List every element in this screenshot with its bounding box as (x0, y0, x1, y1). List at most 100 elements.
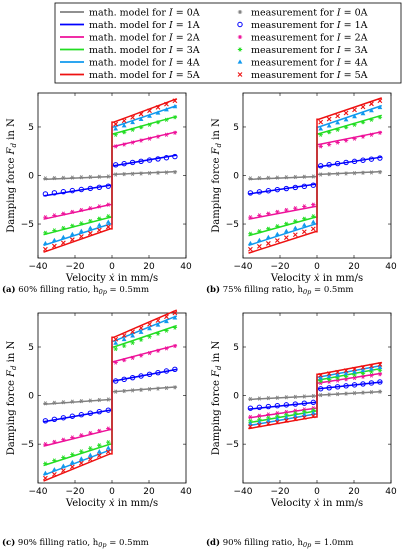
legend-var: I (336, 7, 341, 18)
legend-text: = 3A (173, 45, 200, 56)
legend-text: math. model for (89, 45, 169, 56)
measurement-point-I1 (360, 381, 366, 387)
legend-text: = 1A (173, 20, 200, 31)
measurement-point-I3 (284, 221, 289, 226)
measurement-point-I5 (352, 366, 357, 372)
measurement-point-I1 (301, 400, 308, 406)
chart-panel-d: −40 −20 0 20 40 −5 0 5 Velocity ẋ in mm/s Damping… (206, 312, 397, 549)
y-axis-label: Damping force Fd in N (6, 118, 18, 233)
chart-panels: −40 −20 0 20 40 −5 0 5 Velocity ẋ in mm/s Damping… (2, 92, 397, 549)
measurement-point-I2 (70, 209, 75, 214)
x-tick-label: 40 (385, 262, 397, 272)
chart-panel-b: −40 −20 0 20 40 −5 0 5 Velocity ẋ in mm/s Damping… (206, 92, 397, 296)
y-axis-label: Damping force Fd in N (211, 341, 223, 456)
measurement-point-I1 (283, 185, 290, 192)
measurement-point-I4 (248, 421, 253, 426)
measurement-point-I1 (96, 408, 103, 415)
measurement-point-I5 (105, 224, 111, 230)
measurement-point-I4 (130, 333, 136, 338)
measurement-point-I2 (88, 206, 93, 211)
axis-label-text: in N (6, 341, 17, 366)
model-line-I2 (43, 131, 177, 220)
measurement-point-I1 (377, 155, 383, 161)
measurement-point-I4 (274, 416, 280, 421)
measurement-point-I3 (43, 230, 48, 235)
measurement-point-I1 (334, 384, 341, 390)
measurement-point-I5 (283, 418, 289, 423)
measurement-point-I2 (97, 204, 102, 209)
measurement-point-I0 (266, 175, 271, 180)
measurement-point-I0 (130, 171, 135, 176)
measurement-point-I4 (377, 364, 383, 369)
measurement-point-I4 (69, 459, 75, 465)
measurement-point-I5 (292, 232, 298, 238)
x-tick-label: −20 (271, 487, 290, 497)
measurement-point-I4 (352, 369, 357, 374)
measurement-point-I2 (52, 213, 57, 218)
axis-label-text: Velocity (270, 498, 314, 509)
measurement-point-I3 (293, 219, 298, 224)
measurement-point-I5 (301, 229, 307, 235)
measurement-point-I3 (155, 331, 161, 336)
measurement-point-I0 (88, 174, 93, 180)
x-tick-label: 20 (143, 487, 155, 497)
axis-label-sub: d (10, 365, 18, 370)
measurement-point-I0 (147, 387, 152, 392)
model-line-I1 (43, 368, 177, 423)
measurement-point-I5 (87, 230, 93, 236)
model-line-I2 (248, 131, 382, 220)
legend-text: measurement for (251, 20, 337, 31)
measurement-point-I5 (318, 372, 324, 378)
measurement-point-I3 (293, 411, 298, 416)
measurement-point-I5 (172, 310, 178, 316)
measurement-point-I0 (43, 401, 48, 406)
measurement-point-I5 (248, 246, 253, 252)
measurement-point-I5 (352, 107, 357, 113)
measurement-point-I1 (360, 157, 366, 163)
y-tick-label: 5 (233, 343, 239, 353)
measurement-point-I2 (352, 136, 357, 141)
measurement-point-I3 (79, 449, 84, 454)
measurement-point-I3 (318, 378, 323, 384)
measurement-point-I2 (43, 442, 48, 447)
measurement-point-I3 (52, 458, 57, 463)
legend-measurement-label: measurement for I = 0A (251, 7, 368, 18)
measurement-point-I1 (60, 415, 67, 421)
measurement-point-I4 (310, 219, 316, 224)
measurement-point-I2 (138, 138, 144, 143)
axis-label-var: F (211, 369, 222, 378)
legend-measurement-label: measurement for I = 2A (251, 32, 368, 43)
measurement-point-I5 (78, 460, 84, 466)
x-tick-label: 20 (348, 262, 360, 272)
measurement-point-I0 (172, 169, 178, 175)
measurement-point-I3 (369, 369, 374, 374)
measurement-point-I5 (172, 98, 178, 104)
measurement-point-I5 (155, 318, 161, 323)
x-tick-label: −20 (271, 262, 290, 272)
measurement-point-I1 (69, 187, 76, 194)
measurement-point-I4 (352, 114, 357, 119)
measurement-point-I3 (70, 452, 75, 457)
caption-sub: 0p (98, 541, 107, 549)
model-line-I5 (43, 309, 178, 482)
measurement-point-I1 (78, 412, 85, 418)
measurement-point-I1 (129, 159, 136, 166)
measurement-point-I0 (164, 385, 169, 391)
measurement-point-I3 (377, 368, 383, 373)
measurement-point-I5 (256, 243, 262, 249)
x-tick-label: −20 (66, 262, 85, 272)
legend-model-label: math. model for I = 3A (89, 45, 200, 56)
measurement-point-I4 (87, 225, 93, 230)
measurement-point-I2 (106, 426, 111, 431)
measurement-point-I3 (79, 221, 84, 226)
x-tick-label: 40 (180, 487, 192, 497)
measurement-point-I5 (147, 108, 152, 114)
measurement-point-I1 (69, 413, 76, 419)
axis-label-var: F (6, 369, 17, 378)
measurement-point-I5 (301, 415, 307, 420)
measurement-point-I2 (43, 215, 48, 220)
measurement-point-I5 (147, 321, 152, 327)
measurement-point-I0 (275, 175, 280, 180)
measurement-point-I0 (266, 396, 271, 401)
measurement-point-I3 (121, 343, 127, 349)
